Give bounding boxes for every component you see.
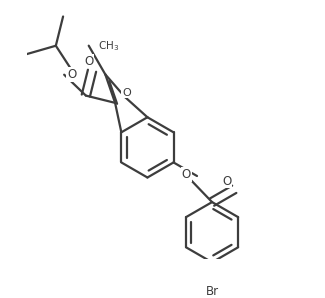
Text: Br: Br xyxy=(205,285,219,298)
Text: O: O xyxy=(122,88,131,98)
Text: O: O xyxy=(222,175,231,188)
Text: O: O xyxy=(67,68,76,81)
Text: O: O xyxy=(84,55,94,68)
Text: CH$_3$: CH$_3$ xyxy=(98,39,119,52)
Text: O: O xyxy=(182,168,191,181)
